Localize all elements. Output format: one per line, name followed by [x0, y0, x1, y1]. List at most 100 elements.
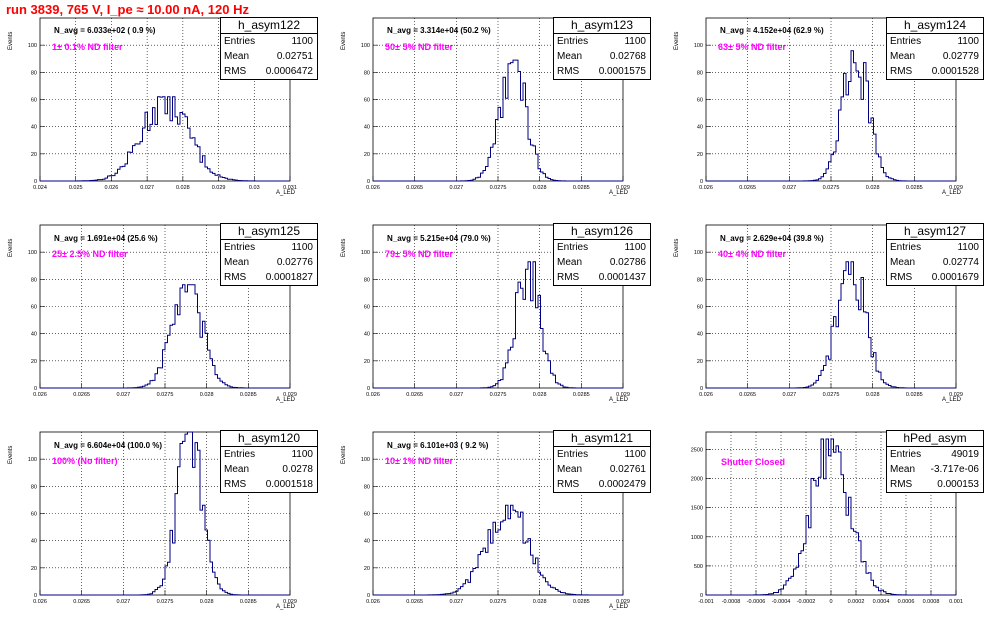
x-tick-label: 0.028 — [533, 185, 547, 191]
stats-row-mean: Mean 0.02776 — [221, 255, 317, 270]
histogram-panel: -0.001 -0.0008 -0.0006 -0.0004 -0.0002 0 0.000… — [666, 414, 996, 618]
x-tick-label: 0.0265 — [73, 599, 90, 605]
x-tick-label: 0.0285 — [906, 185, 923, 191]
x-tick-label: 0.028 — [200, 599, 214, 605]
y-tick-label: 100 — [361, 250, 370, 256]
stats-label-entries: Entries — [890, 449, 922, 460]
filter-label: 1± 0.1% ND filter — [52, 42, 123, 52]
plot-frame — [372, 431, 624, 596]
stats-row-mean: Mean 0.02774 — [887, 255, 983, 270]
histogram-plot: 0.024 0.025 0.026 0.027 0.028 0.029 0.03 0.031 0… — [28, 17, 297, 191]
x-tick-label: -0.0002 — [797, 599, 816, 605]
stats-value-rms: 0.0002479 — [598, 479, 646, 490]
y-axis-label: Events — [8, 238, 14, 257]
histogram-title: h_asym123 — [553, 17, 651, 34]
y-tick-label: 60 — [364, 98, 370, 104]
y-tick-label: 0 — [700, 593, 703, 599]
y-axis-label: Events — [341, 445, 347, 464]
x-tick-label: 0.029 — [212, 185, 226, 191]
x-tick-label: 0.025 — [69, 185, 83, 191]
x-tick-label: 0.026 — [699, 185, 713, 191]
y-tick-label: 500 — [694, 564, 703, 570]
y-tick-label: 60 — [697, 98, 703, 104]
y-tick-label: 2000 — [691, 477, 703, 483]
y-tick-label: 80 — [697, 70, 703, 76]
filter-label: 50± 5% ND filter — [385, 42, 453, 52]
plot-frame — [705, 224, 957, 389]
filter-label: 40± 4% ND filter — [718, 249, 786, 259]
histogram-plot: 0.026 0.0265 0.027 0.0275 0.028 0.0285 0.029 0 2… — [361, 17, 630, 191]
stats-box: Entries 49019 Mean -3.717e-06 RMS 0.000153 — [886, 446, 984, 493]
y-tick-label: 60 — [697, 305, 703, 311]
stats-label-rms: RMS — [224, 66, 247, 77]
y-tick-label: 2500 — [691, 447, 703, 453]
stats-value-entries: 1100 — [957, 36, 979, 47]
stats-label-entries: Entries — [890, 242, 922, 253]
x-tick-label: 0.0285 — [573, 185, 590, 191]
n-avg-annotation: N_avg = 5.215e+04 (79.0 %) — [387, 234, 491, 243]
stats-value-mean: 0.02768 — [609, 51, 646, 62]
filter-label: 100% (No filter) — [52, 456, 118, 466]
y-tick-label: 0 — [367, 386, 370, 392]
stats-label-entries: Entries — [557, 36, 589, 47]
stats-box: Entries 1100 Mean 0.02774 RMS 0.0001679 — [886, 239, 984, 286]
stats-label-entries: Entries — [224, 36, 256, 47]
y-tick-label: 80 — [31, 277, 37, 283]
stats-value-rms: 0.0006472 — [265, 66, 313, 77]
y-tick-label: 20 — [31, 566, 37, 572]
stats-row-mean: Mean 0.02751 — [221, 49, 317, 64]
stats-label-rms: RMS — [557, 479, 580, 490]
stats-label-rms: RMS — [224, 479, 247, 490]
x-tick-label: 0.027 — [449, 599, 463, 605]
y-tick-label: 20 — [364, 359, 370, 365]
histogram-plot: 0.026 0.0265 0.027 0.0275 0.028 0.0285 0.029 0 2… — [694, 17, 963, 191]
x-axis-label: A_LED — [276, 190, 296, 196]
y-axis-label: Events — [674, 238, 680, 257]
x-tick-label: 0.0006 — [898, 599, 915, 605]
y-axis-label: Events — [8, 31, 14, 50]
y-tick-label: 60 — [31, 305, 37, 311]
histogram-title: h_asym127 — [886, 223, 984, 240]
y-tick-label: 20 — [31, 152, 37, 158]
x-tick-label: 0.029 — [283, 599, 297, 605]
x-tick-label: 0.028 — [533, 392, 547, 398]
stats-row-entries: Entries 49019 — [887, 447, 983, 462]
stats-row-entries: Entries 1100 — [554, 447, 650, 462]
histogram-title: h_asym125 — [220, 223, 318, 240]
y-tick-label: 40 — [31, 125, 37, 131]
x-tick-label: 0.026 — [699, 392, 713, 398]
x-axis-label: A_LED — [276, 397, 296, 403]
y-tick-label: 100 — [694, 43, 703, 49]
x-tick-label: -0.0008 — [722, 599, 741, 605]
stats-row-rms: RMS 0.0001528 — [887, 64, 983, 79]
stats-row-entries: Entries 1100 — [221, 447, 317, 462]
x-tick-label: 0.03 — [249, 185, 260, 191]
x-tick-label: 0.028 — [200, 392, 214, 398]
x-tick-label: 0.0265 — [406, 599, 423, 605]
stats-value-rms: 0.0001827 — [265, 272, 313, 283]
y-tick-label: 60 — [364, 512, 370, 518]
x-tick-label: 0.0275 — [157, 392, 174, 398]
y-axis-label: Events — [341, 238, 347, 257]
x-tick-label: 0.027 — [449, 185, 463, 191]
stats-row-entries: Entries 1100 — [887, 240, 983, 255]
x-tick-label: 0.0275 — [823, 392, 840, 398]
x-tick-label: 0.029 — [949, 392, 963, 398]
y-tick-label: 80 — [31, 70, 37, 76]
x-tick-label: 0.027 — [782, 392, 796, 398]
x-tick-label: 0.0004 — [873, 599, 890, 605]
stats-box: Entries 1100 Mean 0.02776 RMS 0.0001827 — [220, 239, 318, 286]
histogram-line — [40, 284, 290, 389]
x-tick-label: 0.027 — [782, 185, 796, 191]
x-tick-label: 0.0275 — [490, 599, 507, 605]
histogram-title: h_asym121 — [553, 430, 651, 447]
x-tick-label: 0.0008 — [923, 599, 940, 605]
x-tick-label: -0.001 — [698, 599, 714, 605]
y-tick-label: 80 — [697, 277, 703, 283]
plot-frame — [372, 224, 624, 389]
histogram-panel: 0.026 0.0265 0.027 0.0275 0.028 0.0285 0.029 0 2… — [333, 207, 663, 411]
x-axis-label: A_LED — [609, 190, 629, 196]
x-tick-label: 0.029 — [616, 599, 630, 605]
x-axis-label: A_LED — [609, 604, 629, 610]
x-tick-label: 0.029 — [949, 185, 963, 191]
